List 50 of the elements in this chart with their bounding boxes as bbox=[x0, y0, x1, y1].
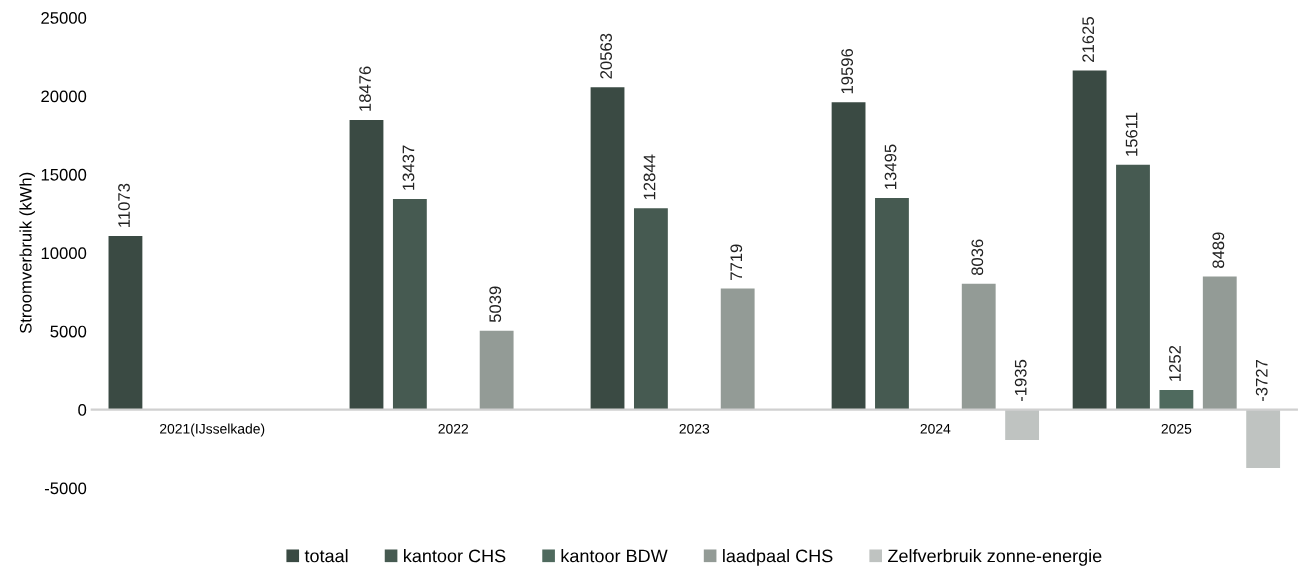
y-tick-label: 25000 bbox=[41, 12, 87, 24]
bar bbox=[720, 288, 755, 410]
bar bbox=[1159, 390, 1194, 410]
x-tick-label: 2024 bbox=[920, 423, 951, 434]
bar bbox=[1202, 276, 1237, 410]
y-tick-label: 10000 bbox=[41, 247, 87, 260]
bar bbox=[1116, 164, 1150, 410]
bar bbox=[831, 102, 866, 410]
legend-label: laadpaal CHS bbox=[723, 549, 833, 566]
legend-label: kantoor BDW bbox=[561, 549, 668, 563]
data-label: 13437 bbox=[402, 145, 415, 190]
y-tick-label: -5000 bbox=[44, 482, 87, 495]
bar bbox=[108, 236, 143, 410]
bar bbox=[590, 87, 625, 410]
data-label: 13495 bbox=[884, 144, 897, 189]
x-tick-label: 2025 bbox=[1161, 423, 1192, 434]
x-tick-label: 2022 bbox=[438, 423, 469, 434]
legend-label: kantoor CHS bbox=[404, 549, 506, 563]
data-label: 5039 bbox=[489, 286, 502, 323]
data-label: 19596 bbox=[841, 48, 854, 94]
legend-label: Zelfverbruik zonne-energie bbox=[888, 549, 1102, 566]
y-axis-title: Stroomverbruik (kWh) bbox=[19, 172, 35, 334]
legend-label: totaal bbox=[304, 549, 348, 563]
data-label: 1252 bbox=[1169, 345, 1181, 381]
bar bbox=[633, 208, 668, 410]
bar bbox=[875, 198, 909, 410]
y-tick-label: 5000 bbox=[50, 325, 87, 338]
x-tick-label: 2021(IJsselkade) bbox=[160, 423, 265, 437]
data-label: 11073 bbox=[118, 183, 130, 227]
bar bbox=[1246, 409, 1281, 469]
data-label: 18476 bbox=[359, 66, 371, 111]
bar bbox=[392, 198, 427, 410]
data-label: -1935 bbox=[1014, 359, 1027, 402]
data-label: 15611 bbox=[1125, 112, 1138, 156]
data-label: 8489 bbox=[1212, 232, 1225, 268]
x-tick-label: 2023 bbox=[679, 423, 710, 434]
data-label: 8036 bbox=[971, 239, 984, 276]
data-label: 21625 bbox=[1082, 17, 1095, 62]
bar bbox=[349, 119, 384, 410]
data-label: 12844 bbox=[643, 154, 656, 200]
y-tick-label: 0 bbox=[78, 404, 87, 416]
bar bbox=[479, 330, 514, 410]
bar bbox=[1072, 70, 1107, 410]
data-label: -3727 bbox=[1255, 360, 1268, 402]
y-tick-label: 20000 bbox=[41, 90, 87, 103]
bar bbox=[1005, 409, 1040, 440]
bar bbox=[961, 283, 996, 410]
data-label: 7719 bbox=[730, 244, 743, 280]
y-tick-label: 15000 bbox=[41, 168, 87, 181]
data-label: 20563 bbox=[600, 33, 612, 79]
